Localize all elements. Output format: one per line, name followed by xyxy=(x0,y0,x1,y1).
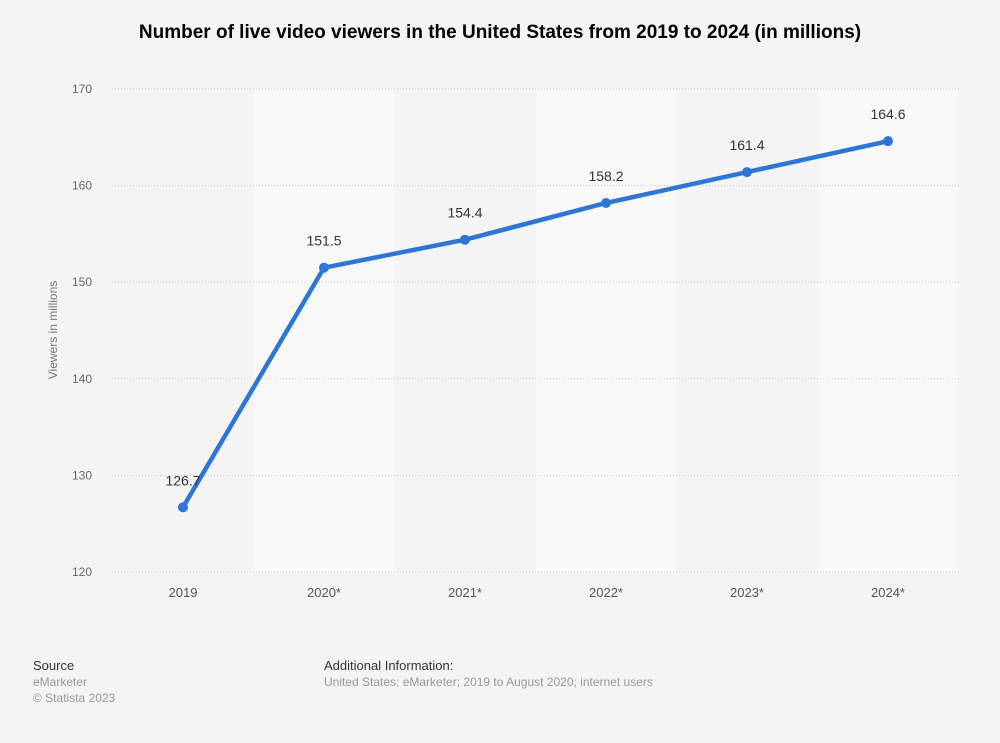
data-point xyxy=(742,167,752,178)
data-point xyxy=(460,234,470,245)
y-tick-label: 120 xyxy=(72,565,92,579)
data-label: 126.7 xyxy=(165,472,200,488)
additional-info-block: Additional Information: United States; e… xyxy=(324,658,653,690)
x-tick-label: 2021* xyxy=(448,585,482,600)
x-tick-label: 2020* xyxy=(307,585,341,600)
x-tick-label: 2019 xyxy=(169,585,198,600)
data-label: 164.6 xyxy=(870,106,905,122)
copyright: © Statista 2023 xyxy=(33,691,116,705)
chart-title: Number of live video viewers in the Unit… xyxy=(138,22,862,43)
y-axis-label: Viewers in millions xyxy=(46,281,60,379)
y-tick-label: 170 xyxy=(72,82,92,96)
y-tick-label: 150 xyxy=(72,275,92,289)
x-tick-label: 2022* xyxy=(589,585,623,600)
column-band xyxy=(817,89,959,572)
data-label: 158.2 xyxy=(588,168,623,184)
column-band xyxy=(253,89,395,572)
source-name[interactable]: eMarketer xyxy=(33,675,88,689)
data-label: 151.5 xyxy=(306,233,341,249)
data-line xyxy=(180,138,891,510)
data-point xyxy=(601,197,611,208)
y-tick-label: 140 xyxy=(72,372,92,386)
y-tick-label: 130 xyxy=(72,468,92,482)
x-tick-label: 2023* xyxy=(730,585,764,600)
source-heading: Source xyxy=(33,658,75,673)
data-label: 161.4 xyxy=(729,137,764,153)
source-block: Source eMarketer © Statista 2023 xyxy=(33,658,115,706)
x-tick-label: 2024* xyxy=(871,585,905,600)
additional-info-heading: Additional Information: xyxy=(324,658,454,673)
data-label: 154.4 xyxy=(447,205,482,221)
y-tick-label: 160 xyxy=(72,179,92,193)
data-point xyxy=(883,136,893,147)
data-point xyxy=(319,262,329,273)
data-point xyxy=(178,502,188,513)
additional-info-text: United States; eMarketer; 2019 to August… xyxy=(324,675,653,689)
column-band xyxy=(535,89,677,572)
line-chart: 120 130 140 150 160 170 Viewers in millions 201… xyxy=(46,82,960,600)
